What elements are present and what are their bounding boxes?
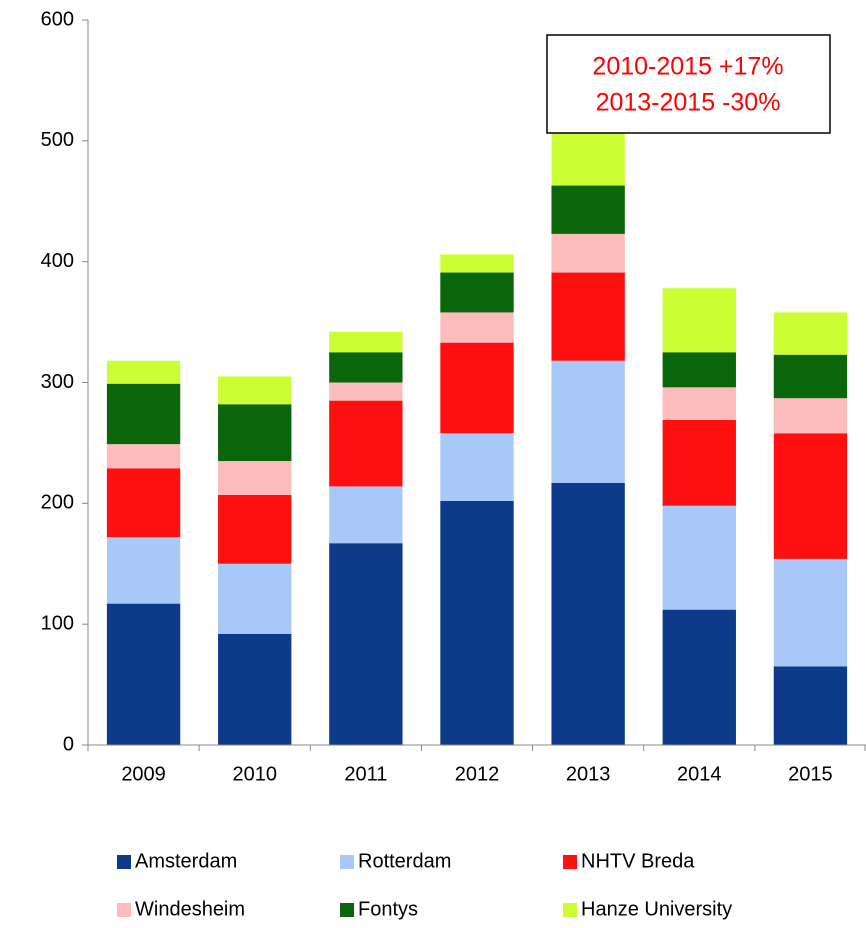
bar-segment bbox=[662, 505, 736, 610]
y-tick-label: 100 bbox=[41, 612, 74, 634]
bar-segment bbox=[218, 404, 292, 462]
x-tick-label: 2009 bbox=[121, 763, 166, 785]
bar-segment bbox=[440, 272, 514, 313]
bar-segment bbox=[440, 312, 514, 343]
bar-segment bbox=[440, 500, 514, 745]
legend-swatch bbox=[563, 855, 577, 869]
bars bbox=[106, 128, 848, 745]
y-tick-label: 0 bbox=[63, 733, 74, 755]
bar-segment bbox=[551, 272, 625, 361]
bar-segment bbox=[106, 537, 181, 604]
bar-segment bbox=[551, 233, 625, 273]
x-tick-label: 2012 bbox=[455, 763, 500, 785]
legend-swatch bbox=[340, 903, 354, 917]
bar-segment bbox=[329, 352, 403, 383]
bar-segment bbox=[106, 360, 181, 384]
bar-segment bbox=[218, 633, 292, 745]
bar-segment bbox=[106, 444, 181, 469]
x-tick-label: 2014 bbox=[677, 763, 722, 785]
bar-segment bbox=[662, 419, 736, 506]
bar-segment bbox=[440, 342, 514, 434]
bar-segment bbox=[106, 468, 181, 538]
bar-segment bbox=[662, 609, 736, 745]
legend-swatch bbox=[340, 855, 354, 869]
bar-segment bbox=[106, 383, 181, 445]
y-tick-label: 400 bbox=[41, 250, 74, 272]
legend-label: Rotterdam bbox=[358, 850, 451, 872]
legend-label: NHTV Breda bbox=[581, 850, 695, 872]
bar-segment bbox=[218, 563, 292, 634]
bar-segment bbox=[440, 433, 514, 501]
bar-segment bbox=[773, 433, 848, 559]
bar-segment bbox=[329, 382, 403, 401]
bar-segment bbox=[218, 494, 292, 564]
annotation: 2010-2015 +17% bbox=[592, 53, 783, 81]
bar-segment bbox=[773, 354, 848, 399]
y-tick-label: 300 bbox=[41, 371, 74, 393]
bar-segment bbox=[329, 486, 403, 544]
bar-segment bbox=[329, 331, 403, 353]
x-tick-label: 2011 bbox=[344, 763, 387, 785]
bar-segment bbox=[773, 558, 848, 667]
legend-label: Windesheim bbox=[135, 898, 245, 920]
bar-segment bbox=[773, 398, 848, 434]
bar-segment bbox=[106, 603, 181, 745]
y-tick-label: 500 bbox=[41, 129, 74, 151]
x-tick-label: 2013 bbox=[566, 763, 611, 785]
legend-label: Amsterdam bbox=[135, 850, 237, 872]
x-tick-label: 2015 bbox=[788, 763, 833, 785]
bar-segment bbox=[329, 400, 403, 487]
bar-segment bbox=[551, 128, 625, 186]
bar-segment bbox=[551, 360, 625, 483]
bar-segment bbox=[551, 185, 625, 234]
bar-segment bbox=[551, 482, 625, 745]
annotation-box bbox=[546, 34, 831, 134]
bar-segment bbox=[218, 376, 292, 405]
bar-segment bbox=[329, 543, 403, 745]
bar-segment bbox=[218, 461, 292, 495]
legend-label: Hanze University bbox=[581, 898, 732, 920]
bar-segment bbox=[662, 387, 736, 420]
x-tick-label: 2010 bbox=[232, 763, 277, 785]
y-tick-label: 600 bbox=[41, 8, 74, 30]
bar-segment bbox=[662, 288, 736, 353]
legend-swatch bbox=[117, 855, 131, 869]
bar-segment bbox=[773, 666, 848, 745]
legend-label: Fontys bbox=[358, 898, 418, 920]
annotation: 2013-2015 -30% bbox=[596, 89, 781, 117]
bar-segment bbox=[662, 352, 736, 388]
legend-swatch bbox=[117, 903, 131, 917]
y-tick-label: 200 bbox=[41, 492, 74, 514]
bar-segment bbox=[440, 254, 514, 273]
bar-segment bbox=[773, 312, 848, 355]
legend-swatch bbox=[563, 903, 577, 917]
